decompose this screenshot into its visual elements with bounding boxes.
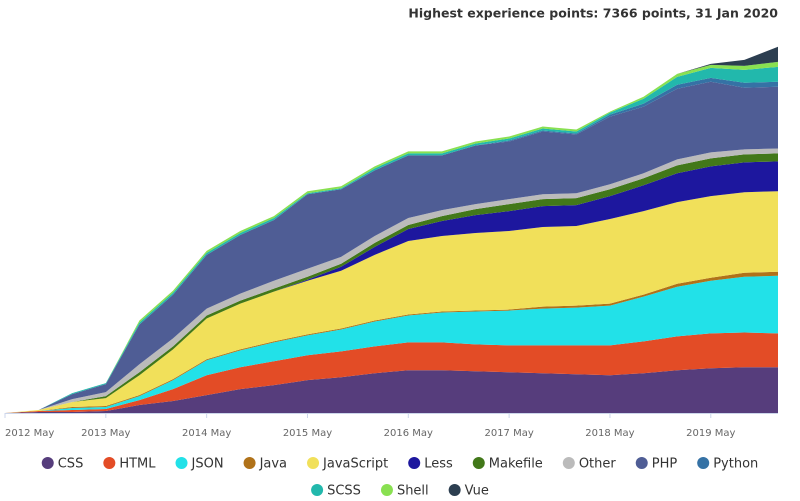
legend-item[interactable]: Shell — [380, 484, 429, 499]
legend-swatch — [103, 457, 116, 469]
legend-label: SCSS — [327, 484, 361, 499]
legend-item[interactable]: Python — [697, 457, 758, 472]
legend-label: Less — [424, 457, 453, 472]
legend-item[interactable]: HTML — [103, 457, 156, 472]
x-tick-label: 2018 May — [585, 428, 634, 439]
legend-label: CSS — [58, 457, 84, 472]
legend-label: Shell — [397, 484, 429, 499]
area — [5, 275, 778, 413]
legend-swatch — [408, 457, 421, 469]
legend-label: Vue — [465, 484, 489, 499]
legend-swatch — [562, 457, 575, 469]
legend-item[interactable]: Less — [408, 457, 453, 472]
chart-title: Highest experience points: 7366 points, … — [408, 6, 778, 21]
legend-swatch — [448, 484, 461, 496]
legend-item[interactable]: JSON — [175, 457, 224, 472]
area — [5, 161, 778, 413]
legend-item[interactable]: Java — [243, 457, 287, 472]
legend-item[interactable]: SCSS — [311, 484, 361, 499]
legend-swatch — [697, 457, 710, 469]
legend-swatch — [472, 457, 485, 469]
legend-swatch — [175, 457, 188, 469]
x-tick-label: 2016 May — [384, 428, 433, 439]
legend-label: Makefile — [489, 457, 543, 472]
legend-label: Python — [713, 457, 758, 472]
legend-item[interactable]: PHP — [635, 457, 678, 472]
x-tick-label: 2015 May — [283, 428, 332, 439]
area — [5, 81, 778, 414]
area — [5, 367, 778, 413]
legend-swatch — [307, 457, 320, 469]
legend-item[interactable]: Vue — [448, 484, 489, 499]
legend-item[interactable]: Other — [562, 457, 617, 472]
x-tick-label: 2017 May — [484, 428, 533, 439]
legend-label: PHP — [652, 457, 678, 472]
legend-label: Java — [259, 457, 287, 472]
x-tick-label: 2019 May — [686, 428, 735, 439]
legend-swatch — [41, 457, 54, 469]
area — [5, 191, 778, 413]
legend-label: JavaScript — [322, 457, 388, 472]
legend-label: Other — [579, 457, 617, 472]
x-tick-label: 2014 May — [182, 428, 231, 439]
legend-swatch — [380, 484, 393, 496]
legend-swatch — [635, 457, 648, 469]
legend-label: JSON — [191, 457, 224, 472]
area — [5, 332, 778, 413]
legend-label: HTML — [119, 457, 156, 472]
legend-swatch — [311, 484, 324, 496]
x-tick-label: 2012 May — [5, 428, 54, 439]
legend-item[interactable]: Makefile — [472, 457, 543, 472]
legend-item[interactable]: CSS — [41, 457, 84, 472]
legend-swatch — [243, 457, 256, 469]
x-tick-label: 2013 May — [81, 428, 130, 439]
legend-item[interactable]: JavaScript — [307, 457, 388, 472]
